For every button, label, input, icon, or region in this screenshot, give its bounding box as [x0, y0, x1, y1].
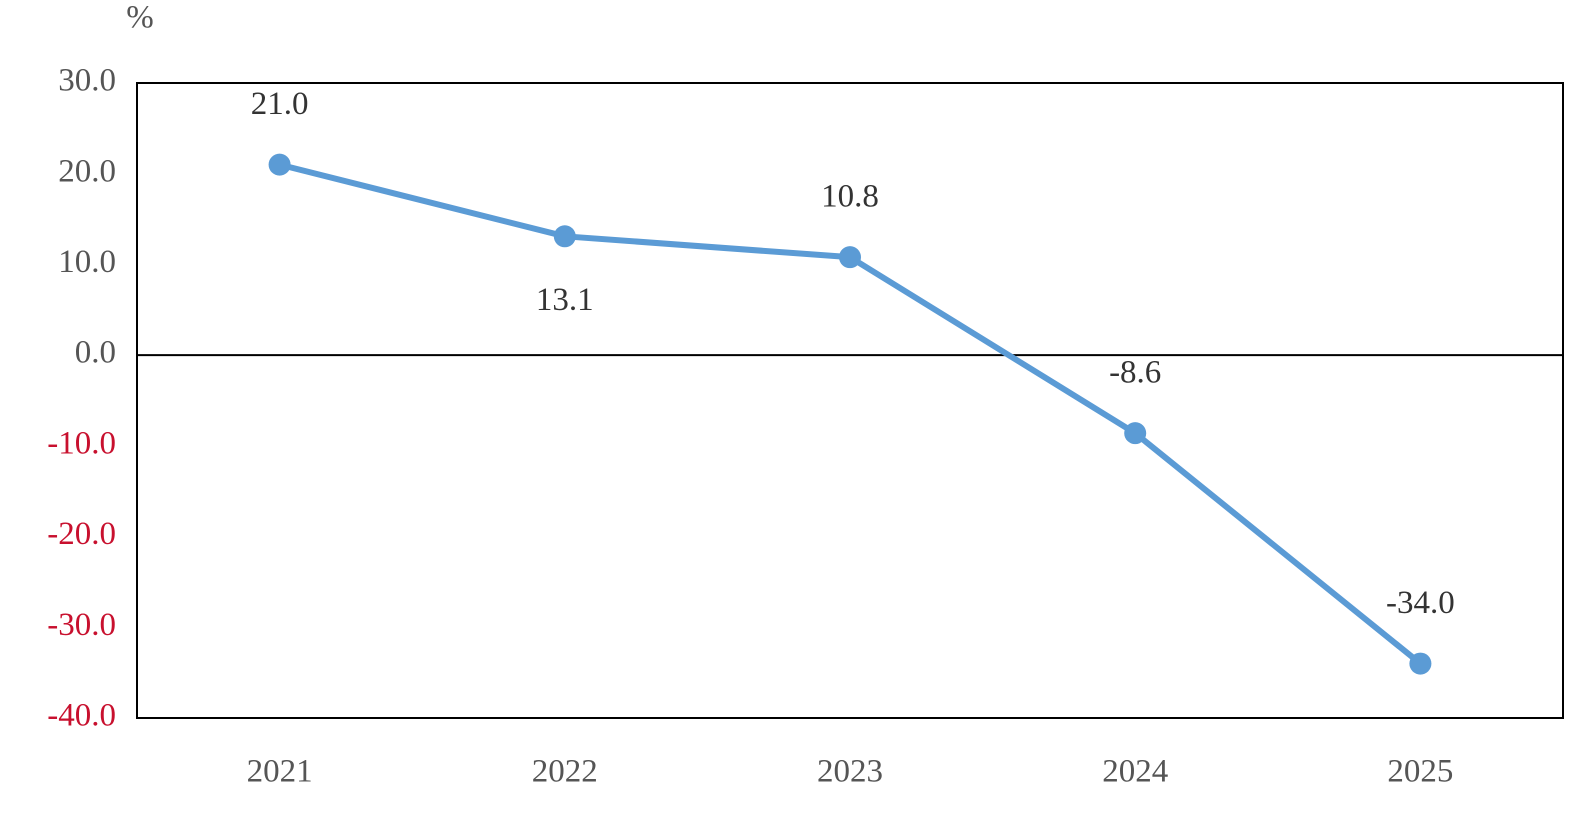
y-tick-label: -20.0: [47, 516, 116, 552]
y-tick-label: 0.0: [75, 335, 116, 371]
data-label: 10.8: [821, 179, 879, 215]
data-point: [553, 225, 576, 248]
data-label: -34.0: [1386, 585, 1455, 621]
x-tick-label: 2022: [532, 754, 598, 790]
plot-frame: [136, 82, 1564, 719]
y-tick-label: 30.0: [58, 63, 116, 99]
y-axis-label: %: [126, 0, 154, 36]
y-tick-label: -30.0: [47, 607, 116, 643]
data-point: [839, 246, 861, 269]
x-tick-label: 2021: [247, 754, 313, 790]
y-tick-label: 10.0: [58, 244, 116, 280]
data-label: 21.0: [251, 86, 309, 122]
series-line: [278, 161, 1423, 666]
data-label: 13.1: [536, 282, 594, 318]
y-tick-label: -10.0: [47, 425, 116, 461]
data-point: [1409, 652, 1432, 675]
data-label: -8.6: [1109, 355, 1161, 391]
y-tick-label: 20.0: [58, 153, 116, 189]
x-tick-label: 2025: [1387, 754, 1453, 790]
x-tick-label: 2024: [1102, 754, 1168, 790]
x-tick-label: 2023: [817, 754, 883, 790]
data-point: [1124, 422, 1147, 445]
y-tick-label: -40.0: [47, 698, 116, 734]
data-point: [268, 153, 291, 176]
